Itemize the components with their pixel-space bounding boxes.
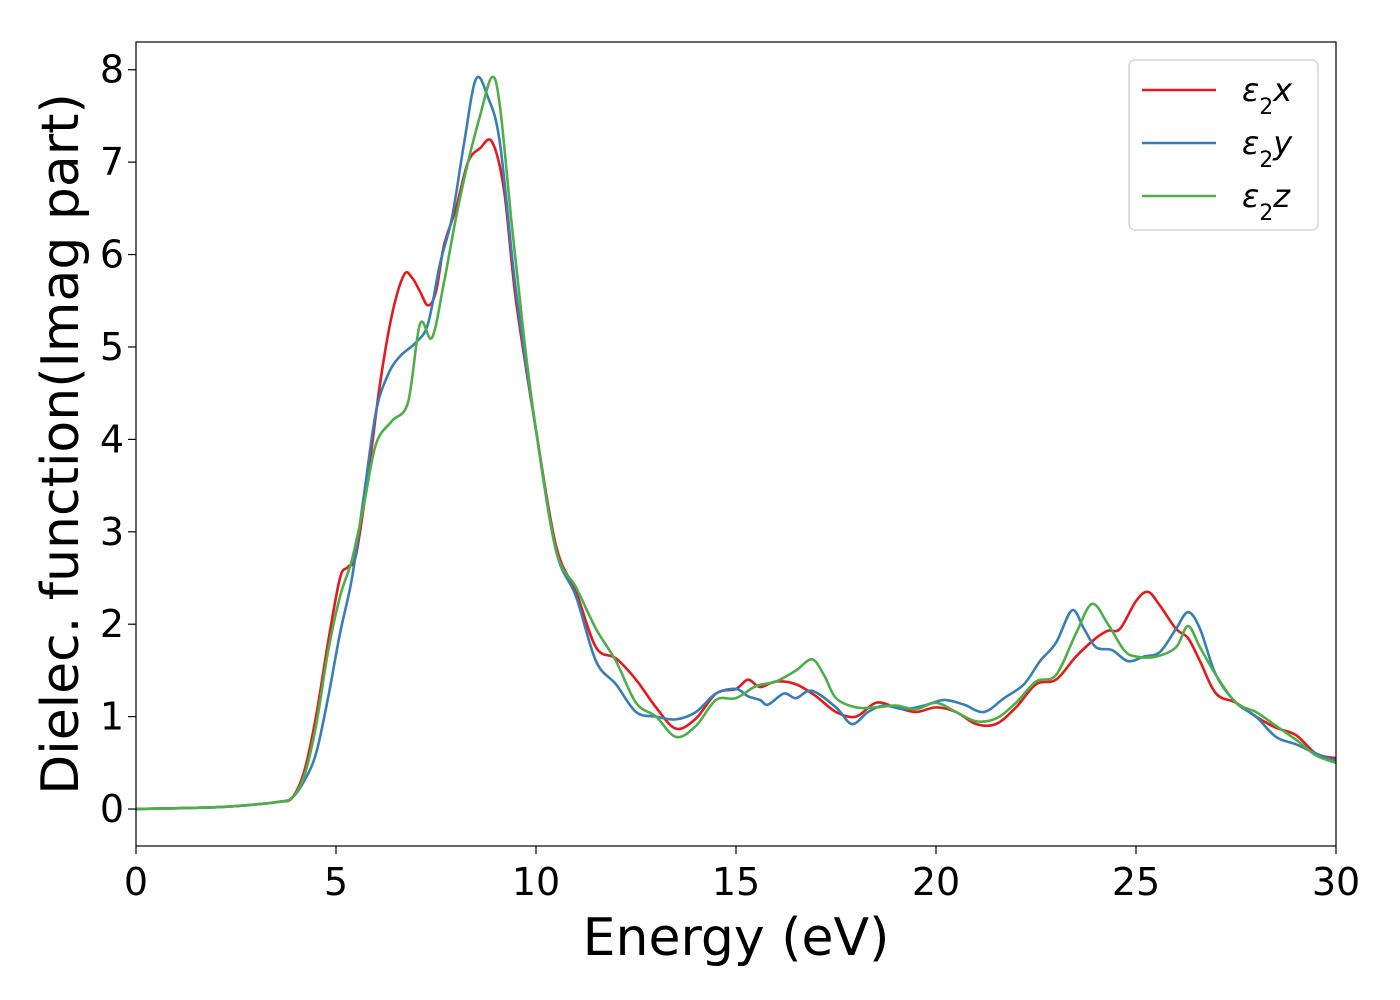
- y-tick-label: 3: [100, 510, 124, 554]
- legend-label-y: ε2y: [1242, 124, 1293, 173]
- y-tick-label: 7: [100, 140, 124, 184]
- legend-label-x: ε2x: [1242, 71, 1293, 120]
- x-tick-label: 0: [124, 860, 148, 904]
- x-tick-label: 10: [512, 860, 560, 904]
- y-tick-label: 6: [100, 233, 124, 277]
- legend-label-z: ε2z: [1242, 177, 1291, 226]
- legend-box: [1128, 59, 1319, 231]
- y-tick-label: 8: [100, 48, 124, 92]
- series-line-z: [136, 75, 1336, 811]
- y-tick-label: 0: [100, 787, 124, 831]
- x-axis-label: Energy (eV): [583, 908, 890, 968]
- y-axis-ticks: 0 1 2 3 4 5 6 7 8: [100, 48, 136, 831]
- x-axis-ticks: 0 5 10 15 20 25 30: [124, 846, 1360, 904]
- y-axis-label: Dielec. function(Imag part): [31, 93, 91, 795]
- series-line-y: [136, 75, 1336, 811]
- series-line-x: [136, 138, 1336, 811]
- x-tick-label: 20: [912, 860, 960, 904]
- x-tick-label: 5: [324, 860, 348, 904]
- x-tick-label: 30: [1312, 860, 1360, 904]
- y-tick-label: 2: [100, 602, 124, 646]
- series-layer: [136, 75, 1336, 811]
- x-tick-label: 25: [1112, 860, 1160, 904]
- y-tick-label: 5: [100, 325, 124, 369]
- y-tick-label: 4: [100, 417, 124, 461]
- x-tick-label: 15: [712, 860, 760, 904]
- y-tick-label: 1: [100, 695, 124, 739]
